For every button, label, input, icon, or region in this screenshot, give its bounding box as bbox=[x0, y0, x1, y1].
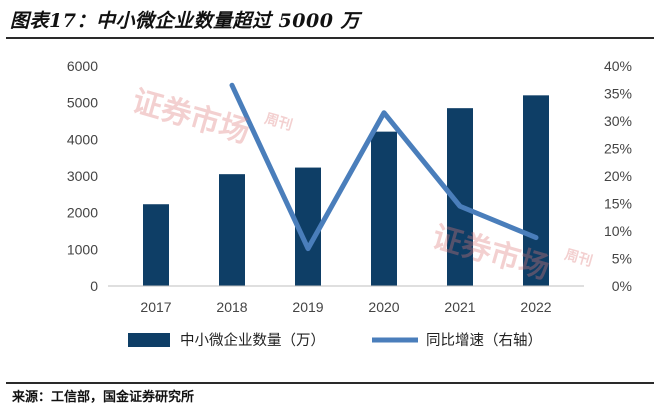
right-tick-label: 10% bbox=[604, 223, 632, 239]
legend-bar-label: 中小微企业数量（万） bbox=[180, 331, 325, 349]
x-tick-label: 2017 bbox=[140, 299, 171, 315]
bar bbox=[523, 95, 549, 286]
x-tick-label: 2018 bbox=[216, 299, 247, 315]
bar-series bbox=[143, 95, 549, 287]
right-tick-label: 15% bbox=[604, 196, 632, 212]
left-tick-label: 6000 bbox=[67, 58, 98, 74]
x-tick-label: 2022 bbox=[520, 299, 551, 315]
left-tick-label: 2000 bbox=[67, 205, 98, 221]
legend: 中小微企业数量（万） 同比增速（右轴） bbox=[128, 331, 542, 349]
right-tick-label: 35% bbox=[604, 86, 632, 102]
bar bbox=[219, 174, 245, 286]
right-axis: 0% 5% 10% 15% 20% 25% 30% 35% 40% bbox=[604, 58, 632, 294]
x-tick-label: 2020 bbox=[368, 299, 399, 315]
right-tick-label: 20% bbox=[604, 168, 632, 184]
right-tick-label: 25% bbox=[604, 141, 632, 157]
x-tick-label: 2021 bbox=[444, 299, 475, 315]
chart: 0 1000 2000 3000 4000 5000 6000 0% 5% 10% 15% 20% 2… bbox=[67, 58, 632, 349]
legend-bar-swatch bbox=[128, 333, 170, 347]
left-axis: 0 1000 2000 3000 4000 5000 6000 bbox=[67, 58, 98, 294]
bar bbox=[143, 204, 169, 286]
right-tick-label: 30% bbox=[604, 113, 632, 129]
legend-line-label: 同比增速（右轴） bbox=[426, 332, 542, 349]
source-note: 来源：工信部，国金证券研究所 bbox=[12, 390, 195, 405]
x-tick-label: 2019 bbox=[292, 299, 323, 315]
left-tick-label: 3000 bbox=[67, 168, 98, 184]
left-tick-label: 0 bbox=[90, 278, 98, 294]
title-rule bbox=[6, 37, 654, 39]
left-tick-label: 1000 bbox=[67, 241, 98, 257]
right-tick-label: 5% bbox=[612, 251, 632, 267]
x-axis: 2017 2018 2019 2020 2021 2022 bbox=[140, 299, 551, 315]
bar bbox=[371, 131, 397, 286]
figure-title: 图表17：中小微企业数量超过 5000 万 bbox=[10, 10, 361, 32]
left-tick-label: 5000 bbox=[67, 95, 98, 111]
line-series bbox=[229, 82, 539, 252]
right-tick-label: 0% bbox=[612, 278, 632, 294]
left-tick-label: 4000 bbox=[67, 131, 98, 147]
source-rule bbox=[6, 382, 654, 384]
right-tick-label: 40% bbox=[604, 58, 632, 74]
